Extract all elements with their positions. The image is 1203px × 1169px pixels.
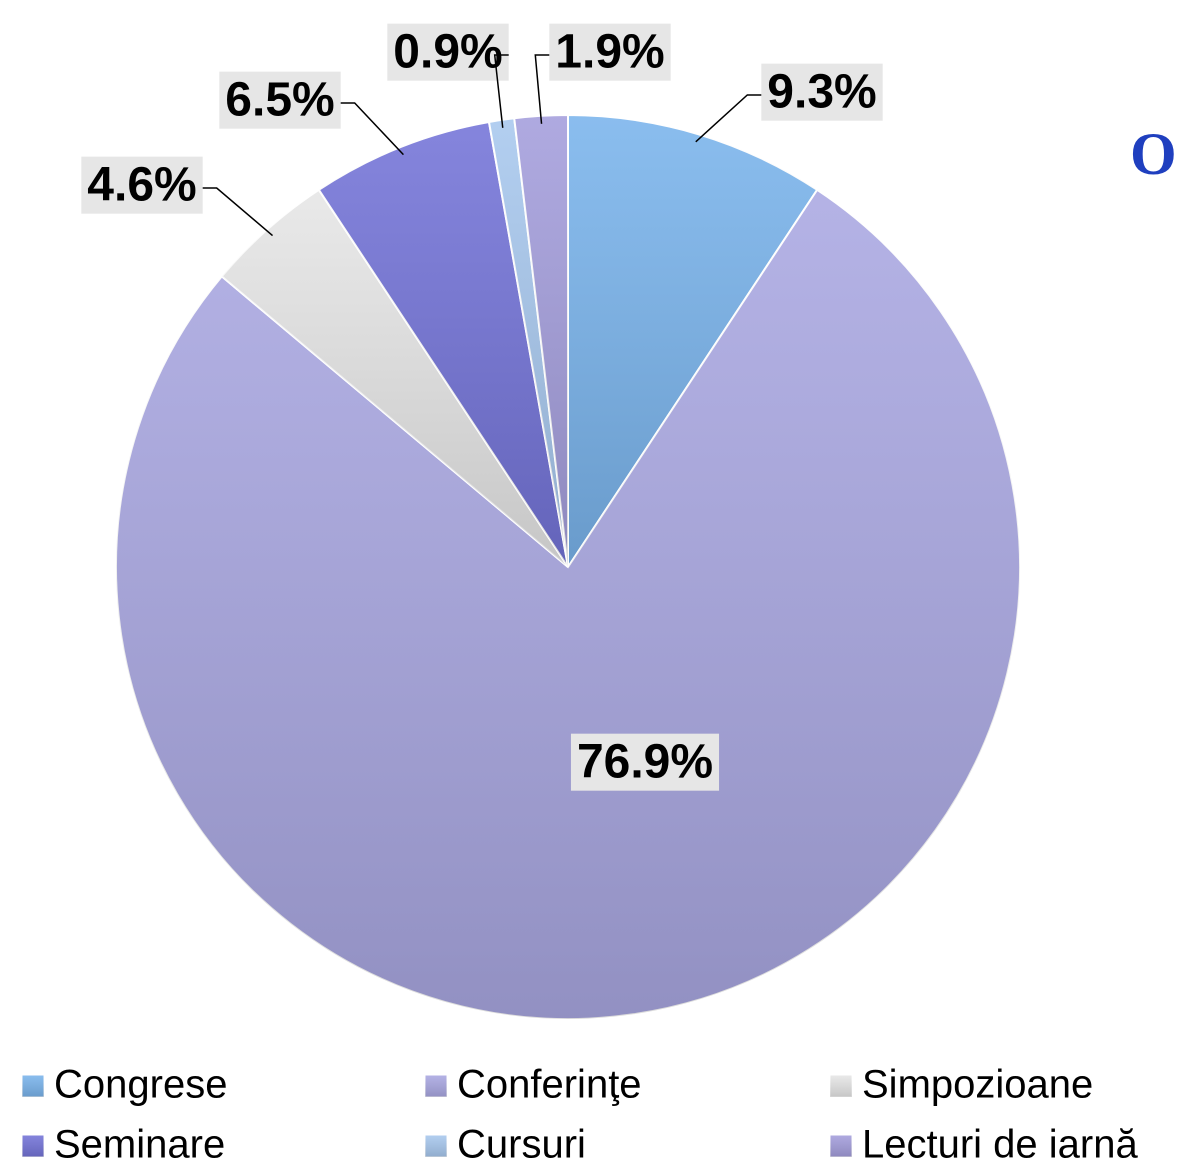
legend-swatch-shade (830, 1135, 852, 1157)
data-label: 6.5% (225, 74, 334, 127)
data-label-group: 4.6% (81, 156, 203, 214)
slice-shade (488, 118, 568, 568)
legend-label: Lecturi de iarnă (862, 1123, 1138, 1167)
chart-title: O (1130, 121, 1177, 187)
legend-label: Seminare (54, 1123, 225, 1167)
data-label-group: 76.9% (570, 733, 720, 791)
data-label: 76.9% (577, 736, 713, 789)
data-label-bg (570, 733, 720, 791)
data-label-bg (761, 63, 883, 121)
slice-shade (568, 115, 818, 567)
slice-shade (514, 115, 568, 567)
data-label-group: 0.9% (387, 23, 509, 81)
legend-swatch-shade (425, 1135, 447, 1157)
data-label: 9.3% (767, 66, 876, 119)
data-label-group: 6.5% (219, 71, 341, 129)
legend-label: Simpozioane (862, 1063, 1093, 1107)
legend-swatch-shade (22, 1135, 44, 1157)
slice-shade (116, 189, 1021, 1019)
leader-line (695, 94, 762, 143)
legend-label: Cursuri (457, 1123, 586, 1167)
data-label: 0.9% (393, 26, 502, 79)
leader-line (534, 54, 550, 124)
legend-swatch-shade (425, 1075, 447, 1097)
legend-swatch-shade (22, 1075, 44, 1097)
legend-label: Congrese (54, 1063, 227, 1107)
data-label-bg (81, 156, 203, 214)
slice-shade (318, 121, 568, 568)
leader-line (493, 54, 509, 128)
leader-line (202, 187, 274, 237)
slice-shade (221, 189, 568, 567)
data-label-bg (387, 23, 509, 81)
data-label: 4.6% (87, 159, 196, 212)
data-label: 1.9% (555, 26, 664, 79)
legend-label: Conferinţe (457, 1063, 642, 1107)
legend-swatch-shade (830, 1075, 852, 1097)
data-label-bg (219, 71, 341, 129)
data-label-group: 9.3% (761, 63, 883, 121)
data-label-bg (549, 23, 671, 81)
leader-line (340, 102, 404, 156)
data-label-group: 1.9% (549, 23, 671, 81)
